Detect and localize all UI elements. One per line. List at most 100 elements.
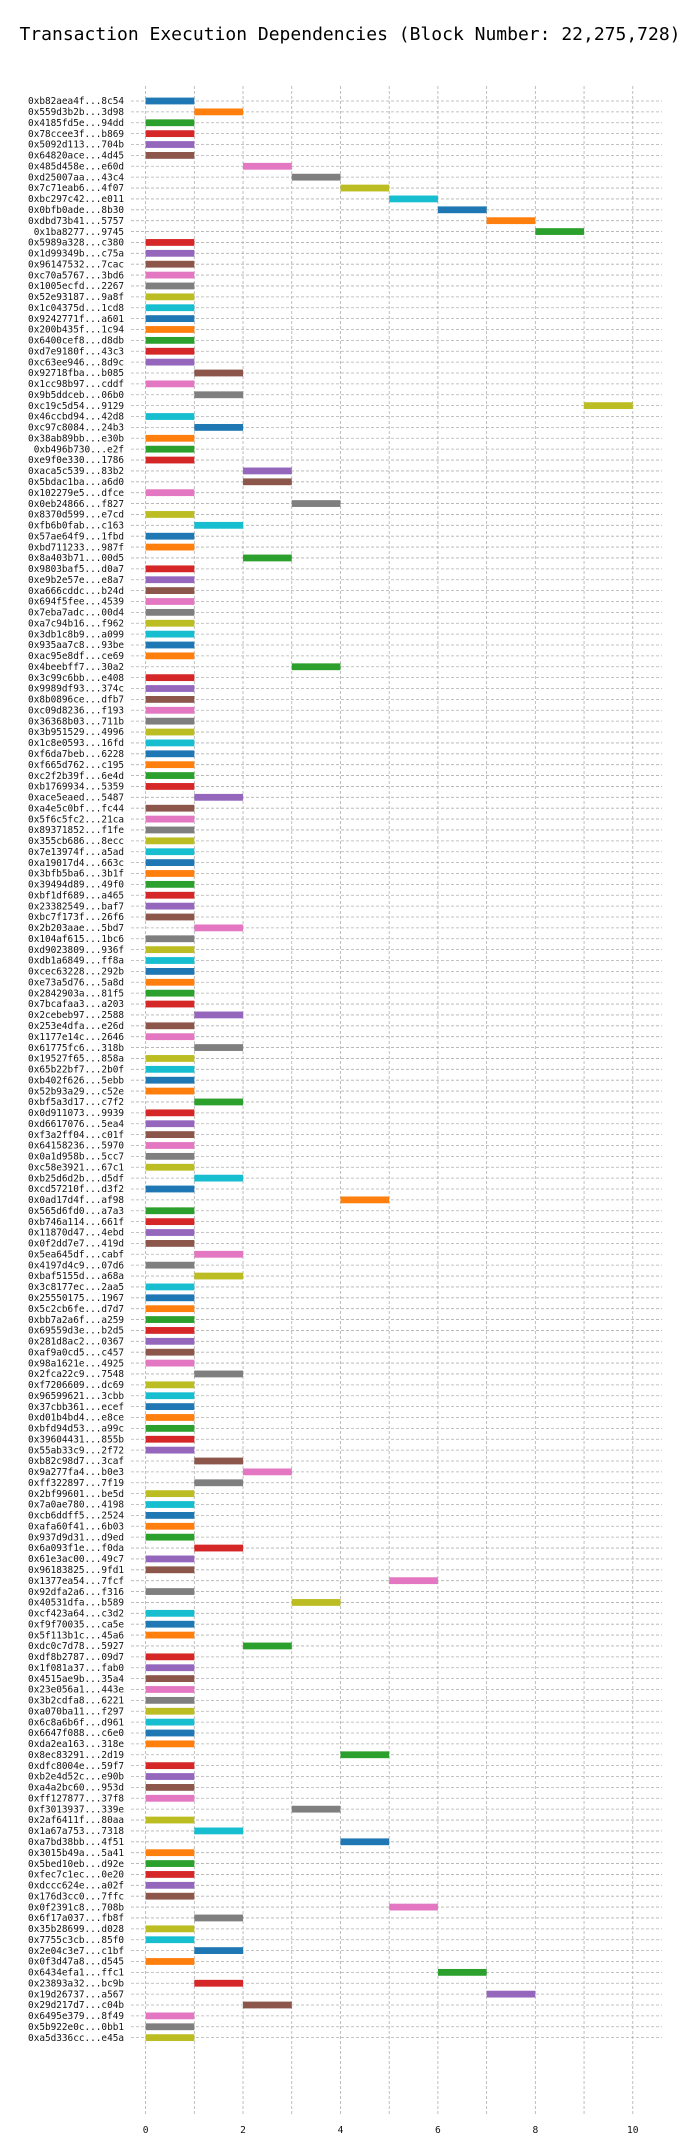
y-tick-label: 0x52b93a29...c52e <box>28 1086 124 1097</box>
transaction-bar <box>145 1240 195 1247</box>
transaction-bar <box>145 1784 195 1791</box>
y-tick-label: 0x40531dfa...b589 <box>28 1598 124 1609</box>
transaction-bar <box>486 217 536 225</box>
transaction-bar <box>145 2012 195 2020</box>
y-tick-label: 0xdb1a6849...ff8a <box>28 956 124 967</box>
transaction-bar <box>145 1762 195 1770</box>
transaction-bar <box>194 369 244 377</box>
transaction-bar <box>145 815 195 823</box>
transaction-bar <box>145 152 195 159</box>
transaction-bar <box>145 1294 195 1302</box>
transaction-bar <box>145 1033 195 1041</box>
y-tick-label: 0xf7206609...dc69 <box>28 1380 124 1391</box>
transaction-bar <box>145 1185 195 1193</box>
transaction-bar <box>145 1414 195 1421</box>
y-tick-label: 0xdccc624e...a02f <box>28 1881 124 1892</box>
transaction-bar <box>389 1903 438 1911</box>
transaction-bar <box>145 358 195 366</box>
x-tick-label: 2 <box>240 2125 246 2136</box>
y-tick-label: 0xa7bd38bb...4f51 <box>28 1837 124 1848</box>
transaction-bar <box>145 565 195 573</box>
transaction-bar <box>145 1860 195 1867</box>
y-tick-label: 0x6647f088...c6e0 <box>28 1728 124 1739</box>
transaction-bar <box>437 1968 487 1976</box>
y-tick-label: 0x37cbb361...ecef <box>28 1402 124 1413</box>
transaction-bar <box>145 576 195 584</box>
y-tick-label: 0x57ae64f9...1fbd <box>28 531 124 542</box>
y-tick-label: 0x1005ecfd...2267 <box>28 281 124 292</box>
transaction-bar <box>535 228 585 235</box>
y-tick-label: 0x3bfb5ba6...3b1f <box>28 869 124 880</box>
y-tick-label: 0x5092d113...704b <box>28 140 124 151</box>
y-tick-label: 0x1cc98b97...cddf <box>28 379 124 390</box>
transaction-bar <box>145 1403 195 1410</box>
transaction-bar <box>145 1087 195 1095</box>
transaction-bar <box>145 1664 195 1672</box>
transaction-bar <box>145 380 195 388</box>
y-tick-label: 0x3c99c6bb...e408 <box>28 673 124 684</box>
y-tick-label: 0x102279e5...dfce <box>28 488 124 499</box>
transaction-bar <box>145 1936 195 1944</box>
transaction-bar <box>145 674 195 682</box>
y-tick-label: 0x29d217d7...c04b <box>28 2000 124 2011</box>
transaction-bar <box>145 1718 195 1726</box>
transaction-bar <box>145 1142 195 1149</box>
y-tick-label: 0xf3013937...339e <box>28 1804 124 1815</box>
transaction-bar <box>145 902 195 910</box>
y-tick-label: 0x6c8a6b6f...d961 <box>28 1717 124 1728</box>
transaction-bar <box>194 1272 244 1280</box>
transaction-bar <box>194 1044 244 1051</box>
y-tick-label: 0x0bfb0ade...8b30 <box>28 205 124 216</box>
y-tick-label: 0x8370d599...e7cd <box>28 510 124 521</box>
y-tick-label: 0x6434efa1...ffc1 <box>28 1968 124 1979</box>
transaction-bar <box>145 1555 195 1563</box>
transaction-bar <box>145 1566 195 1574</box>
y-tick-label: 0xbc297c42...e011 <box>28 194 124 205</box>
transaction-bar <box>145 1653 195 1661</box>
y-tick-label: 0x65b22bf7...2b0f <box>28 1065 124 1076</box>
transaction-bar <box>145 271 195 279</box>
transaction-bar <box>145 913 195 921</box>
y-tick-label: 0x2fca22c9...7548 <box>28 1369 124 1380</box>
y-tick-label: 0xc58e3921...67c1 <box>28 1162 124 1173</box>
y-tick-label: 0x1ba8277...9745 <box>34 227 124 238</box>
transaction-bar <box>145 1501 195 1508</box>
y-tick-label: 0x5f113b1c...45a6 <box>28 1630 124 1641</box>
transaction-bar <box>194 108 244 116</box>
y-tick-label: 0xbc7f173f...26f6 <box>28 912 124 923</box>
transaction-bar <box>145 456 195 464</box>
y-tick-label: 0x4185fd5e...94dd <box>28 118 124 129</box>
transaction-bar <box>194 924 244 932</box>
transaction-bar <box>145 728 195 736</box>
y-tick-label: 0x78ccee3f...b869 <box>28 129 124 140</box>
y-tick-label: 0x7755c3cb...85f0 <box>28 1935 124 1946</box>
y-tick-label: 0x2b203aae...5bd7 <box>28 923 124 934</box>
transaction-bar <box>145 2034 195 2042</box>
transaction-bar <box>145 1675 195 1682</box>
transaction-bar <box>145 598 195 605</box>
transaction-bar <box>145 1446 195 1454</box>
y-tick-label: 0xafa60f41...6b03 <box>28 1521 124 1532</box>
transaction-bar <box>243 478 292 486</box>
y-tick-labels: 0xb82aea4f...8c540x559d3b2b...3d980x4185… <box>28 96 124 2044</box>
y-tick-label: 0x39604431...855b <box>28 1434 124 1445</box>
transaction-bar <box>291 173 341 181</box>
y-tick-label: 0x35b28699...d028 <box>28 1924 124 1935</box>
transaction-bar <box>340 184 390 192</box>
transaction-bar <box>145 968 195 975</box>
y-tick-label: 0x19d26737...a567 <box>28 1989 124 2000</box>
transaction-bar <box>340 1751 390 1759</box>
y-tick-label: 0x4197d4c9...07d6 <box>28 1260 124 1271</box>
transaction-bar <box>486 1990 536 1998</box>
y-tick-label: 0x104af615...1bc6 <box>28 934 124 945</box>
transaction-bar <box>145 891 195 899</box>
y-tick-label: 0x5ea645df...cabf <box>28 1249 124 1260</box>
y-tick-label: 0x7e13974f...a5ad <box>28 847 124 858</box>
transaction-bar <box>145 1686 195 1693</box>
y-tick-label: 0xff322897...7f19 <box>28 1478 124 1489</box>
y-tick-label: 0xb82c98d7...3caf <box>28 1456 124 1467</box>
transaction-bar <box>145 804 195 812</box>
y-tick-label: 0xdf8b2787...09d7 <box>28 1652 124 1663</box>
transaction-bar <box>437 206 487 214</box>
